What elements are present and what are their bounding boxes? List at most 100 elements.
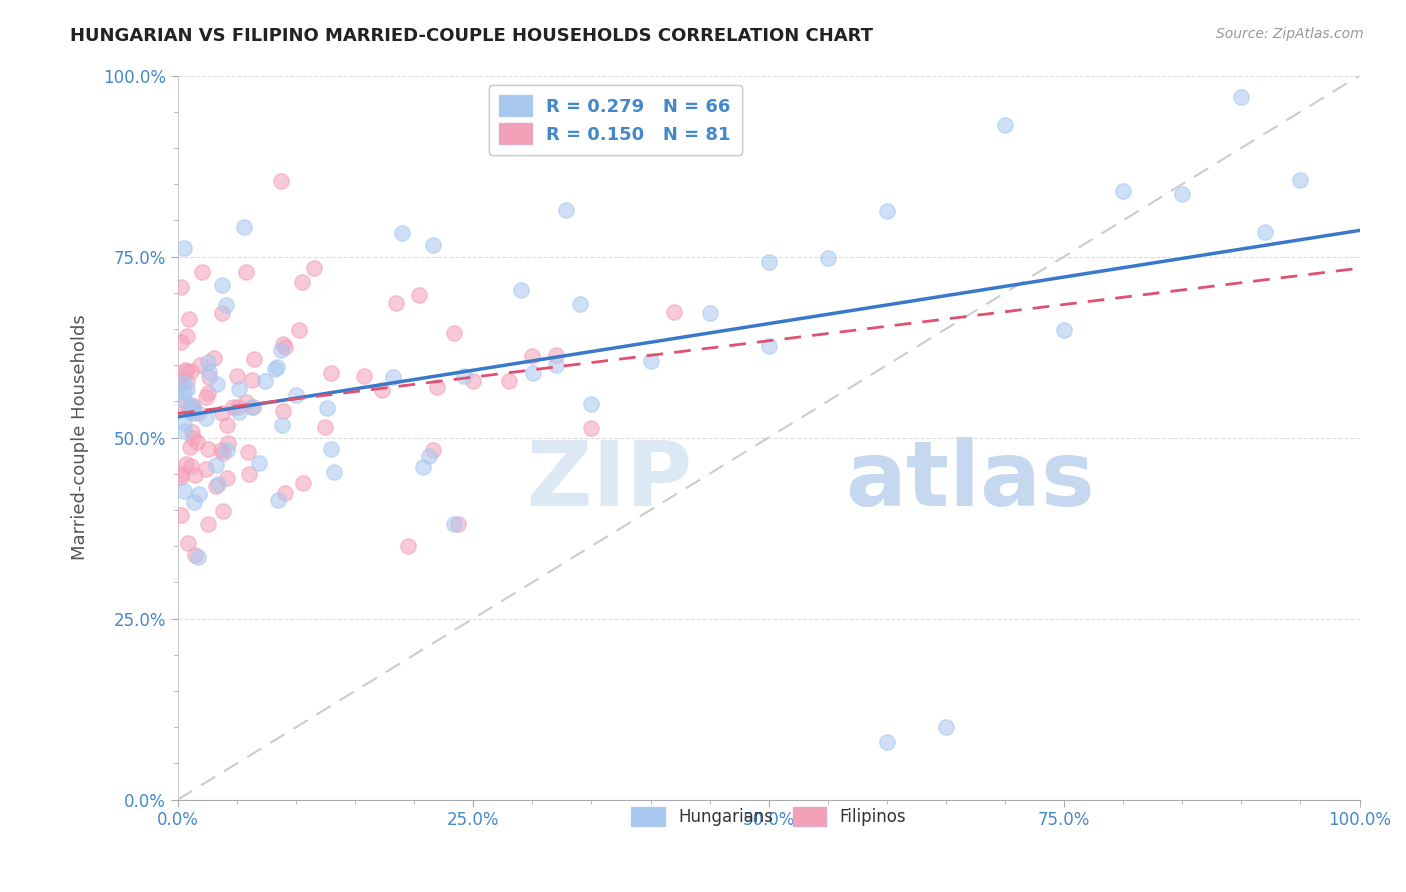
- Point: [217, 436, 239, 450]
- Point: [699, 306, 721, 320]
- Point: [174, 364, 197, 378]
- Point: [243, 351, 266, 366]
- Point: [876, 734, 898, 748]
- Point: [217, 443, 239, 458]
- Point: [198, 365, 221, 379]
- Point: [353, 369, 375, 384]
- Point: [180, 459, 202, 474]
- Point: [640, 354, 662, 368]
- Point: [1230, 90, 1253, 104]
- Point: [319, 442, 342, 456]
- Point: [291, 275, 314, 289]
- Point: [396, 539, 419, 553]
- Point: [187, 487, 209, 501]
- Point: [173, 424, 195, 438]
- Point: [315, 401, 337, 415]
- Text: atlas: atlas: [845, 437, 1095, 525]
- Point: [509, 283, 531, 297]
- Legend: Hungarians, Filipinos: Hungarians, Filipinos: [623, 798, 914, 835]
- Point: [463, 374, 485, 388]
- Point: [274, 486, 297, 500]
- Point: [240, 373, 263, 387]
- Point: [170, 280, 193, 294]
- Point: [287, 323, 309, 337]
- Point: [173, 363, 195, 377]
- Point: [211, 446, 233, 460]
- Point: [522, 349, 544, 363]
- Point: [271, 417, 294, 432]
- Point: [569, 297, 592, 311]
- Point: [177, 536, 200, 550]
- Point: [180, 364, 202, 378]
- Point: [198, 370, 221, 384]
- Point: [267, 493, 290, 508]
- Point: [209, 442, 232, 457]
- Text: HUNGARIAN VS FILIPINO MARRIED-COUPLE HOUSEHOLDS CORRELATION CHART: HUNGARIAN VS FILIPINO MARRIED-COUPLE HOU…: [70, 27, 873, 45]
- Point: [181, 401, 204, 415]
- Y-axis label: Married-couple Households: Married-couple Households: [72, 315, 89, 560]
- Point: [179, 440, 201, 454]
- Point: [418, 449, 440, 463]
- Point: [187, 549, 209, 564]
- Point: [270, 174, 292, 188]
- Point: [170, 377, 193, 392]
- Point: [242, 400, 264, 414]
- Point: [302, 260, 325, 275]
- Point: [292, 475, 315, 490]
- Point: [664, 305, 686, 319]
- Point: [202, 351, 225, 365]
- Point: [232, 220, 254, 235]
- Point: [181, 425, 204, 439]
- Point: [391, 227, 413, 241]
- Point: [207, 476, 229, 491]
- Point: [266, 359, 288, 374]
- Point: [581, 396, 603, 410]
- Point: [197, 386, 219, 401]
- Point: [179, 402, 201, 417]
- Point: [498, 374, 520, 388]
- Point: [453, 369, 475, 384]
- Point: [758, 254, 780, 268]
- Point: [181, 399, 204, 413]
- Point: [314, 420, 336, 434]
- Point: [191, 264, 214, 278]
- Point: [385, 295, 408, 310]
- Point: [211, 277, 233, 292]
- Point: [215, 471, 238, 485]
- Point: [581, 421, 603, 435]
- Point: [181, 431, 204, 445]
- Point: [274, 340, 297, 354]
- Point: [222, 401, 245, 415]
- Point: [447, 517, 470, 532]
- Point: [181, 403, 204, 417]
- Point: [180, 399, 202, 413]
- Point: [758, 338, 780, 352]
- Point: [174, 457, 197, 471]
- Point: [207, 376, 229, 391]
- Point: [205, 458, 228, 473]
- Point: [197, 442, 219, 456]
- Point: [1289, 173, 1312, 187]
- Point: [443, 517, 465, 532]
- Point: [238, 445, 260, 459]
- Point: [170, 508, 193, 522]
- Point: [170, 467, 193, 481]
- Point: [205, 479, 228, 493]
- Point: [817, 251, 839, 265]
- Point: [443, 326, 465, 340]
- Point: [228, 382, 250, 396]
- Text: ZIP: ZIP: [527, 437, 692, 525]
- Point: [382, 370, 405, 384]
- Point: [1112, 184, 1135, 198]
- Point: [226, 401, 249, 415]
- Point: [211, 406, 233, 420]
- Point: [544, 358, 567, 372]
- Point: [176, 374, 198, 388]
- Point: [264, 362, 287, 376]
- Point: [170, 470, 193, 484]
- Point: [238, 467, 260, 482]
- Point: [253, 374, 276, 388]
- Point: [1053, 322, 1076, 336]
- Point: [215, 298, 238, 312]
- Point: [235, 265, 257, 279]
